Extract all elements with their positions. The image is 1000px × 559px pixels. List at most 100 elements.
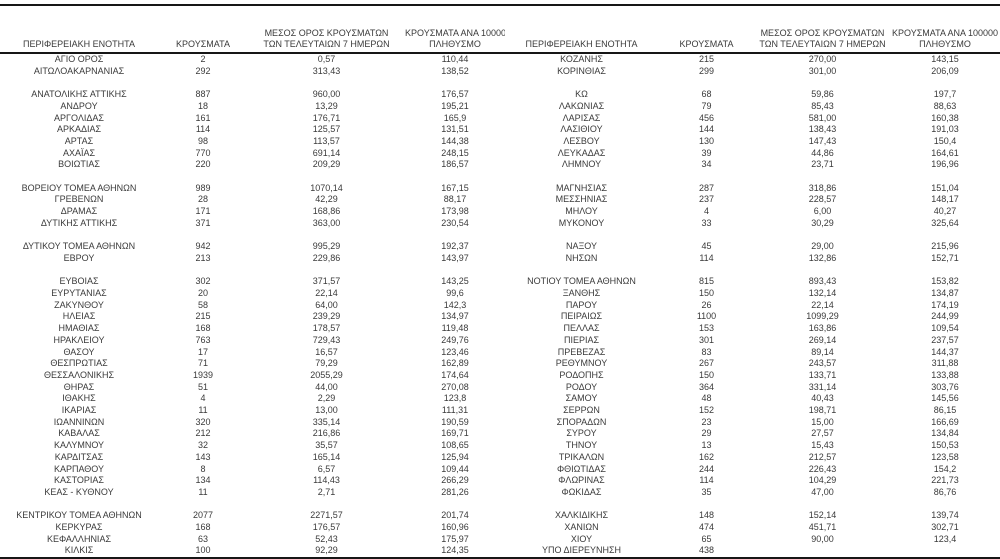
cases-cell: 79 [701, 100, 712, 111]
table-row: ΒΟΡΕΙΟΥ ΤΟΜΕΑ ΑΘΗΝΩΝ 989 1070,14 167,15 ΜΑΓΝ… [0, 183, 1000, 195]
cases-cell: 65 [701, 533, 712, 544]
cases-cell: 148 [698, 510, 715, 521]
cases-cell: 114 [699, 252, 714, 263]
cases-cell: 438 [698, 545, 715, 556]
cases-cell: 150 [698, 288, 715, 298]
per100k-cell: 138,52 [441, 65, 469, 76]
avg7-cell: 44,86 [811, 147, 834, 158]
per100k-cell: 86,76 [933, 486, 957, 497]
col-header-avg7-left: ΜΕΣΟΣ ΟΡΟΣ ΚΡΟΥΣΜΑΤΩΝ ΤΩΝ ΤΕΛΕΥΤΑΙΩΝ 7 Η… [248, 5, 405, 54]
table-row: ΑΝΑΤΟΛΙΚΗΣ ΑΤΤΙΚΗΣ 887 960,00 176,57 ΚΩ 68 59,… [0, 89, 1000, 101]
region-cell: ΚΑΣΤΟΡΙΑΣ [54, 475, 104, 486]
avg7-cell: 22,14 [811, 299, 834, 310]
cases-cell: 28 [197, 194, 208, 205]
table-row: ΚΑΒΑΛΑΣ 212 216,86 169,71 ΣΥΡΟΥ 29 27,57 134,84 [0, 428, 1000, 440]
per100k-cell: 134,97 [441, 311, 469, 322]
avg7-cell: 44,00 [315, 381, 338, 392]
region-cell: ΜΗΛΟΥ [565, 206, 598, 217]
cases-cell: 220 [195, 159, 211, 170]
table-row: ΔΥΤΙΚΟΥ ΤΟΜΕΑ ΑΘΗΝΩΝ 942 995,29 192,37 ΝΑΞΟΥ… [0, 241, 1000, 253]
table-row: ΚΕΝΤΡΙΚΟΥ ΤΟΜΕΑ ΑΘΗΝΩΝ 2077 2271,57 201,74 Χ… [0, 510, 1000, 522]
spacer-cell [890, 265, 1000, 277]
region-cell: ΘΑΣΟΥ [63, 346, 95, 357]
per100k-cell: 99,6 [446, 288, 464, 298]
region-cell: ΚΑΛΥΜΝΟΥ [53, 440, 105, 451]
cases-cell: 34 [701, 159, 712, 170]
per100k-cell: 143,97 [441, 252, 469, 263]
per100k-cell: 150,4 [933, 135, 957, 146]
per100k-cell: 302,71 [931, 522, 959, 533]
region-cell: ΔΥΤΙΚΗΣ ΑΤΤΙΚΗΣ [40, 217, 118, 228]
region-cell: ΕΥΒΟΙΑΣ [59, 276, 99, 287]
per100k-cell: 325,64 [931, 217, 959, 228]
header-label: ΠΛΗΘΥΣΜΟ [919, 39, 971, 49]
spacer-cell [658, 77, 755, 89]
region-cell: ΦΩΚΙΔΑΣ [561, 486, 602, 497]
table-row: ΑΡΤΑΣ 98 113,57 144,38 ΛΕΣΒΟΥ 130 147,43 150,4 [0, 136, 1000, 148]
avg7-cell: 893,43 [808, 276, 837, 287]
cases-cell: 98 [197, 135, 208, 146]
table-row: ΑΡΚΑΔΙΑΣ 114 125,57 131,51 ΛΑΣΙΘΙΟΥ 144 138,43… [0, 124, 1000, 136]
cases-cell: 320 [195, 416, 211, 427]
table-row: ΑΓΙΟ ΟΡΟΣ 2 0,57 110,44 ΚΟΖΑΝΗΣ 215 270,00 143,… [0, 53, 1000, 66]
avg7-cell: 228,57 [808, 194, 837, 205]
spacer-cell [755, 77, 890, 89]
per100k-cell: 160,96 [441, 522, 469, 533]
per100k-cell: 88,63 [933, 100, 957, 111]
per100k-cell: 123,58 [931, 451, 959, 462]
region-cell: ΗΡΑΚΛΕΙΟΥ [53, 334, 105, 345]
cases-cell: 887 [195, 89, 211, 100]
cases-cell: 48 [701, 393, 712, 404]
per100k-cell: 109,54 [931, 323, 959, 334]
per100k-cell: 176,57 [441, 89, 469, 100]
per100k-cell: 186,57 [441, 159, 469, 170]
region-cell: ΑΙΤΩΛΟΑΚΑΡΝΑΝΙΑΣ [33, 65, 125, 76]
spacer-cell [890, 171, 1000, 183]
region-cell: ΑΓΙΟ ΟΡΟΣ [54, 54, 104, 64]
per100k-cell: 119,48 [441, 323, 469, 334]
table-row: ΖΑΚΥΝΘΟΥ 58 64,00 142,3 ΠΑΡΟΥ 26 22,14 174,19 [0, 300, 1000, 312]
region-cell: ΧΙΟΥ [570, 533, 593, 544]
per100k-cell: 206,09 [931, 65, 959, 76]
spacer-cell [158, 171, 248, 183]
avg7-cell: 89,14 [811, 346, 834, 357]
avg7-cell: 104,29 [808, 475, 837, 486]
cases-cell: 63 [197, 533, 208, 544]
col-header-avg7-right: ΜΕΣΟΣ ΟΡΟΣ ΚΡΟΥΣΜΑΤΩΝ ΤΩΝ ΤΕΛΕΥΤΑΙΩΝ 7 Η… [755, 5, 890, 54]
header-label: ΚΡΟΥΣΜΑΤΑ [176, 39, 230, 49]
per100k-cell: 174,64 [441, 369, 469, 380]
per100k-cell: 150,53 [931, 440, 959, 451]
region-cell: ΠΡΕΒΕΖΑΣ [557, 346, 606, 357]
table-row: ΘΗΡΑΣ 51 44,00 270,08 ΡΟΔΟΥ 364 331,14 303,76 [0, 382, 1000, 394]
per100k-cell: 111,31 [441, 405, 469, 416]
header-label: ΠΛΗΘΥΣΜΟ [429, 39, 481, 49]
per100k-cell: 201,74 [441, 510, 469, 521]
avg7-cell: 125,57 [312, 124, 341, 135]
per100k-cell: 192,37 [441, 241, 469, 252]
spacer-cell [158, 230, 248, 242]
spacer-cell [248, 265, 405, 277]
table-row: ΚΕΑΣ - ΚΥΘΝΟΥ 11 2,71 281,26 ΦΩΚΙΔΑΣ 35 47,00 8… [0, 487, 1000, 499]
cases-cell: 130 [698, 135, 715, 146]
per100k-cell: 173,98 [441, 206, 469, 217]
avg7-cell: 168,86 [312, 206, 341, 217]
region-cell: ΚΩ [575, 89, 588, 100]
avg7-cell: 47,00 [811, 486, 834, 497]
cases-cell: 299 [698, 65, 715, 76]
header-label: ΚΡΟΥΣΜΑΤΑ ΑΝΑ 100000 [892, 28, 998, 38]
table-row: ΔΥΤΙΚΗΣ ΑΤΤΙΚΗΣ 371 363,00 230,54 ΜΥΚΟΝΟΥ 33 3… [0, 218, 1000, 230]
per100k-cell: 303,76 [931, 381, 959, 392]
table-row: ΗΛΕΙΑΣ 215 239,29 134,97 ΠΕΙΡΑΙΩΣ 1100 1099,29… [0, 311, 1000, 323]
spacer-cell [658, 265, 755, 277]
cases-cell: 364 [698, 381, 715, 392]
cases-cell: 168 [195, 522, 211, 533]
avg7-cell: 270,00 [808, 54, 837, 64]
table-row: ΚΑΣΤΟΡΙΑΣ 134 114,43 266,29 ΦΛΩΡΙΝΑΣ 114 104,2… [0, 475, 1000, 487]
cases-cell: 213 [195, 252, 211, 263]
spacer-cell [505, 230, 658, 242]
spacer-cell [505, 171, 658, 183]
cases-cell: 58 [197, 299, 208, 310]
avg7-cell: 152,14 [808, 510, 837, 521]
per100k-cell: 142,3 [443, 299, 467, 310]
table-row: ΓΡΕΒΕΝΩΝ 28 42,29 88,17 ΜΕΣΣΗΝΙΑΣ 237 228,57 14… [0, 194, 1000, 206]
